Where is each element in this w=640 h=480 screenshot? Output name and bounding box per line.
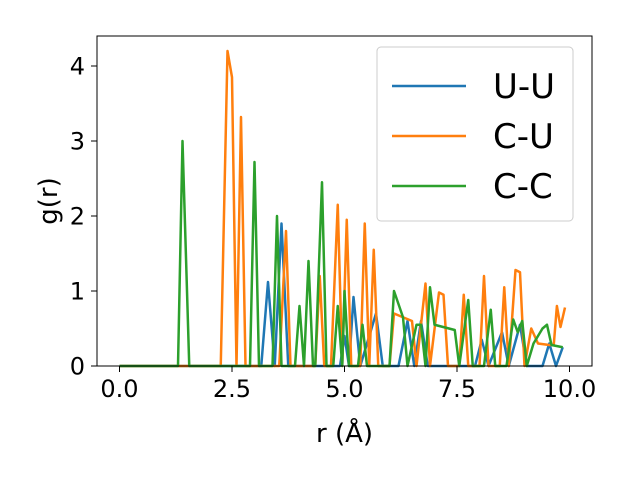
legend-label-u-u: U-U	[493, 67, 555, 107]
y-axis: 0 1 2 3 4	[70, 53, 97, 381]
x-tick-label: 10.0	[543, 375, 596, 403]
legend-label-c-c: C-C	[493, 167, 553, 207]
y-tick-label: 2	[70, 203, 85, 231]
legend-box	[376, 46, 574, 222]
legend: U-U C-U C-C	[376, 46, 574, 222]
x-axis-title: r (Å)	[316, 417, 373, 449]
y-tick-label: 3	[70, 128, 85, 156]
series-line-c-u	[119, 49, 567, 368]
x-tick-label: 0.0	[100, 375, 138, 403]
y-tick-label: 1	[70, 278, 85, 306]
legend-label-c-u: C-U	[493, 117, 554, 157]
y-axis-title: g(r)	[34, 177, 64, 224]
y-tick-label: 4	[70, 53, 85, 81]
y-tick-label: 0	[70, 353, 85, 381]
x-axis: 0.0 2.5 5.0 7.5 10.0	[100, 366, 596, 403]
x-tick-label: 2.5	[213, 375, 251, 403]
x-tick-label: 7.5	[438, 375, 476, 403]
x-tick-label: 5.0	[325, 375, 363, 403]
